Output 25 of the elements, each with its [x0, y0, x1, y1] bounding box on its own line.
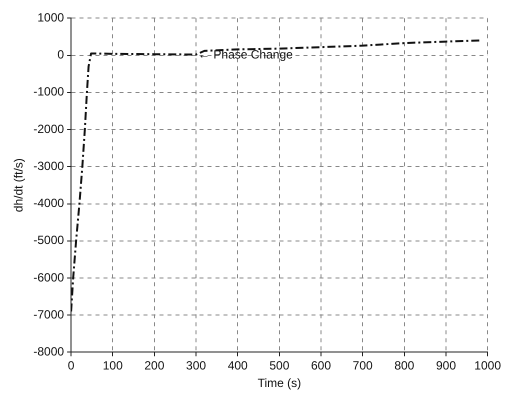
- y-tick-label: -6000: [33, 270, 64, 284]
- x-tick-label: 900: [436, 358, 456, 373]
- line-series: [71, 39, 480, 312]
- y-tick-label: -1000: [33, 84, 64, 99]
- x-tick-label: 200: [144, 358, 165, 373]
- x-tick-label: 400: [228, 358, 248, 373]
- x-tick-label: 600: [311, 358, 332, 373]
- annotation: ← Phase Change: [198, 48, 294, 62]
- y-tick-label: -7000: [33, 307, 64, 322]
- y-tick-label: 1000: [37, 10, 64, 25]
- x-tick-label: 800: [394, 358, 415, 373]
- x-tick-label: 100: [102, 358, 124, 373]
- y-tick-label: -8000: [33, 344, 64, 359]
- x-axis-title: Time (s): [258, 376, 302, 390]
- x-tick-label: 1000: [474, 358, 502, 373]
- x-tick-label: 700: [352, 358, 374, 373]
- y-tick-label: -2000: [33, 122, 64, 136]
- x-tick-label: 500: [269, 358, 290, 373]
- y-tick-label: -4000: [33, 196, 64, 210]
- y-tick-label: -5000: [33, 233, 64, 248]
- x-tick-label: 300: [186, 358, 206, 373]
- x-tick-label: 0: [68, 358, 75, 373]
- y-tick-label: -3000: [33, 158, 64, 173]
- y-axis-title: dh/dt (ft/s): [12, 158, 26, 212]
- y-tick-label: 0: [57, 48, 64, 62]
